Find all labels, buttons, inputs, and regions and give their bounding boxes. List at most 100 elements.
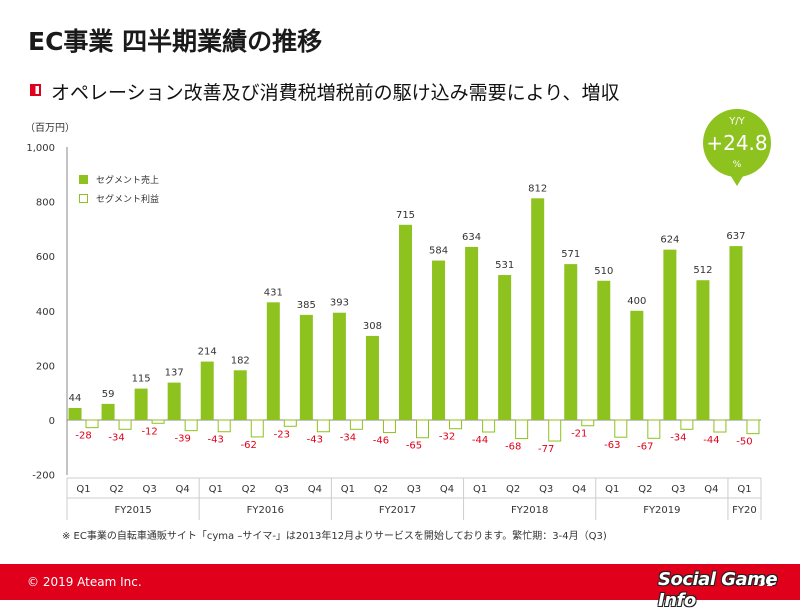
yoy-badge-value: +24.8 (706, 131, 767, 155)
sales-bar (266, 302, 280, 420)
profit-value-label: -43 (307, 435, 323, 446)
sales-value-label: 512 (693, 265, 712, 276)
sales-value-label: 385 (297, 300, 316, 311)
yoy-badge-unit: % (733, 160, 742, 170)
y-tick-label: 200 (36, 361, 55, 372)
watermark-logo: Social Game Info (658, 569, 778, 611)
profit-value-label: -50 (736, 437, 752, 448)
sales-value-label: 715 (396, 210, 415, 221)
x-tick-label: Q1 (737, 484, 751, 495)
profit-bar (85, 419, 99, 429)
sales-value-label: 812 (528, 183, 547, 194)
x-tick-label: Q4 (308, 484, 322, 495)
profit-value-label: -32 (439, 432, 455, 443)
y-tick-label: -200 (32, 471, 55, 482)
sales-bar (729, 246, 743, 420)
page-number: 31 (758, 575, 774, 589)
profit-value-label: -65 (406, 441, 422, 452)
sales-value-label: 634 (462, 232, 481, 243)
yoy-badge-label: Y/Y (728, 116, 745, 127)
sales-bar (432, 260, 446, 420)
sales-value-label: 571 (561, 249, 580, 260)
x-tick-label: Q4 (572, 484, 586, 495)
sales-value-label: 637 (726, 231, 745, 242)
fiscal-year-label: FY2018 (511, 505, 548, 516)
profit-value-label: -34 (670, 432, 686, 443)
sales-bar (332, 312, 346, 420)
x-tick-label: Q2 (638, 484, 652, 495)
y-tick-label: 1,000 (26, 143, 55, 154)
x-tick-label: Q1 (76, 484, 90, 495)
profit-value-label: -44 (472, 435, 488, 446)
yoy-badge-pointer (729, 173, 745, 186)
x-tick-label: Q3 (143, 484, 157, 495)
sales-bar (200, 361, 214, 420)
x-tick-label: Q1 (473, 484, 487, 495)
sales-bar (167, 382, 181, 420)
profit-value-label: -34 (108, 432, 124, 443)
sales-value-label: 624 (660, 235, 679, 246)
sales-bar (696, 280, 710, 420)
sales-bar (465, 246, 479, 420)
sales-value-label: 400 (627, 296, 646, 307)
profit-value-label: -67 (637, 441, 653, 452)
profit-value-label: -68 (505, 442, 521, 453)
profit-bar (184, 419, 198, 432)
sales-value-label: 214 (198, 347, 217, 358)
sales-bar (630, 310, 644, 420)
y-tick-label: 600 (36, 252, 55, 263)
sales-value-label: 393 (330, 298, 349, 309)
footer-bar: © 2019 Ateam Inc. Social Game Info 31 (0, 564, 800, 611)
sales-bar (101, 403, 115, 420)
x-tick-label: Q1 (605, 484, 619, 495)
x-tick-label: Q3 (407, 484, 421, 495)
profit-bar (416, 419, 429, 439)
profit-value-label: -46 (373, 436, 389, 447)
sales-value-label: 44 (69, 393, 82, 404)
legend: セグメント売上 セグメント利益 (79, 174, 159, 205)
profit-bar (382, 419, 396, 434)
profit-value-label: -63 (604, 440, 620, 451)
profit-bar (316, 419, 330, 433)
x-tick-label: Q1 (209, 484, 223, 495)
sales-value-label: 115 (132, 374, 151, 385)
sales-bar (365, 335, 379, 420)
profit-bar (515, 419, 529, 440)
profit-bar (713, 419, 727, 433)
x-tick-label: Q4 (704, 484, 718, 495)
profit-bar (647, 419, 661, 439)
footnote: ※ EC事業の自転車通販サイト「cyma –サイマ-」は2013年12月よりサー… (62, 531, 607, 542)
profit-value-label: -28 (75, 431, 91, 442)
profit-bar (118, 419, 132, 430)
y-tick-label: 0 (49, 416, 55, 427)
profit-bar (349, 419, 363, 430)
y-tick-label: 400 (36, 307, 55, 318)
sales-value-label: 584 (429, 246, 448, 257)
x-tick-label: Q2 (109, 484, 123, 495)
profit-value-label: -21 (571, 429, 587, 440)
fiscal-year-label: FY20 (732, 505, 757, 516)
sales-bar (134, 388, 148, 420)
legend-label-sales: セグメント売上 (96, 174, 159, 186)
profit-value-label: -44 (703, 435, 719, 446)
profit-bar (746, 419, 760, 435)
x-tick-label: Q3 (539, 484, 553, 495)
profit-bar (614, 419, 628, 438)
y-tick-label: 800 (36, 198, 55, 209)
x-tick-label: Q3 (671, 484, 685, 495)
sales-bar (663, 249, 677, 420)
chart: （百万円） 1,000 800 600 400 200 0 -200 44 -28 59 -34 1… (25, 109, 771, 520)
x-tick-label: Q2 (374, 484, 388, 495)
fiscal-year-label: FY2019 (643, 505, 680, 516)
y-axis-ticks: 1,000 800 600 400 200 0 -200 (26, 143, 55, 482)
x-tick-label: Q2 (242, 484, 256, 495)
profit-bar (680, 419, 694, 430)
sales-value-label: 531 (495, 260, 514, 271)
profit-bar (581, 419, 595, 427)
sales-value-label: 182 (231, 355, 250, 366)
sales-value-label: 137 (165, 368, 184, 379)
sales-value-label: 510 (594, 266, 613, 277)
profit-bar (449, 419, 463, 430)
yoy-badge: Y/Y +24.8 % (703, 109, 771, 186)
sales-value-label: 431 (264, 287, 283, 298)
